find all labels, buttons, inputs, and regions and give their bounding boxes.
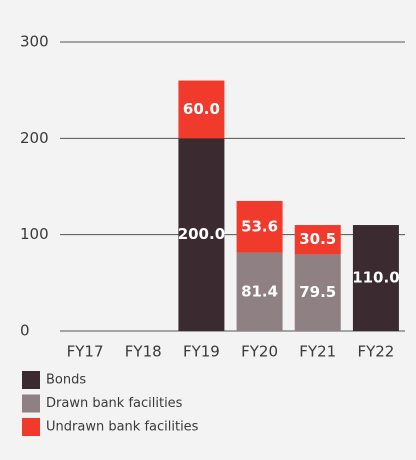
x-tick-label: FY21 [299,343,336,361]
y-tick-label: 300 [20,33,49,51]
legend-swatch [22,394,40,413]
x-tick-label: FY19 [183,343,220,361]
y-tick-label: 0 [20,322,30,340]
x-tick-label: FY22 [357,343,394,361]
data-label: 53.6 [241,217,278,235]
legend-label: Drawn bank facilities [46,396,183,411]
y-tick-label: 100 [20,225,49,243]
legend-swatch [22,418,40,436]
legend-label: Bonds [46,373,86,388]
data-label: 79.5 [299,283,336,301]
bar-segment [352,225,399,331]
legend-label: Undrawn bank facilities [46,420,199,435]
data-label: 30.5 [299,230,336,248]
x-tick-label: FY18 [125,343,162,361]
y-tick-label: 200 [20,129,49,147]
bar-segment [294,225,341,255]
data-label: 81.4 [241,282,278,300]
data-label: 60.0 [183,100,220,118]
bar-segment [178,138,225,331]
bar-segment [236,252,283,331]
legend-swatch [22,371,40,389]
x-tick-label: FY17 [67,343,104,361]
bar-segment [236,200,283,253]
bar-segment [178,80,225,139]
x-tick-label: FY20 [241,343,278,361]
data-label: 110.0 [352,269,399,287]
bar-segment [294,254,341,331]
data-label: 200.0 [178,225,225,243]
